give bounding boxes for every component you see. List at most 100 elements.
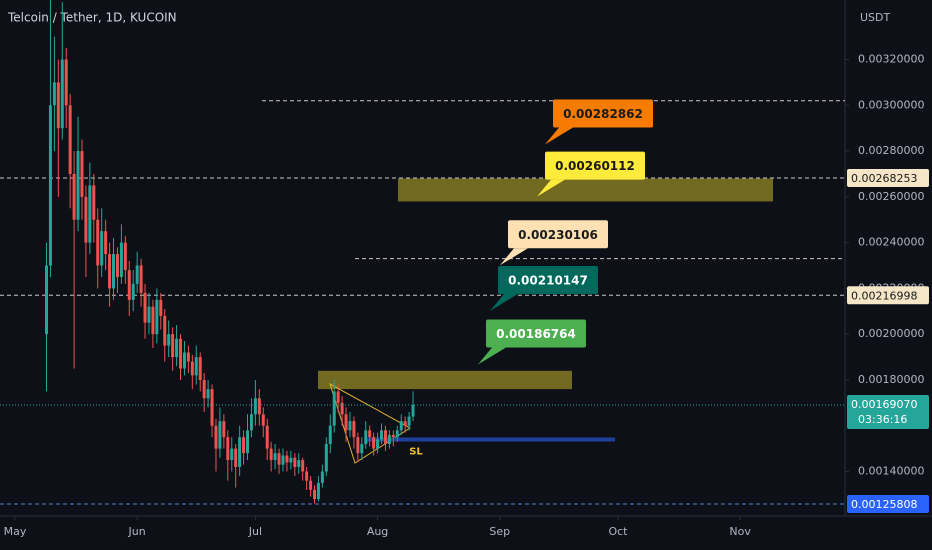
candle-body bbox=[309, 480, 313, 490]
candle-body bbox=[301, 460, 305, 472]
y-tick-label: 0.00140000 bbox=[858, 465, 924, 478]
candle-body bbox=[175, 338, 179, 358]
price-label: 0.00216998 bbox=[851, 289, 917, 302]
candle-body bbox=[407, 416, 411, 426]
candle-body bbox=[336, 391, 340, 403]
candle-body bbox=[328, 425, 332, 445]
countdown-label: 03:36:16 bbox=[858, 413, 907, 426]
candle-body bbox=[182, 352, 186, 369]
candle-body bbox=[76, 151, 80, 220]
candle-body bbox=[395, 430, 399, 438]
y-tick-label: 0.00300000 bbox=[858, 98, 924, 111]
candle-body bbox=[210, 389, 214, 426]
candle-body bbox=[320, 471, 324, 483]
candle-body bbox=[297, 460, 301, 467]
x-tick-label: Jun bbox=[128, 525, 146, 538]
candle-body bbox=[269, 448, 273, 461]
price-label-bg bbox=[847, 286, 929, 305]
candle-body bbox=[115, 254, 119, 277]
candle-body bbox=[186, 352, 190, 362]
candle-body bbox=[403, 421, 407, 426]
y-tick-label: 0.00180000 bbox=[858, 373, 924, 386]
callout-pointer bbox=[545, 127, 573, 145]
candle-body bbox=[206, 389, 210, 399]
candle-body bbox=[198, 357, 202, 380]
candle-body bbox=[123, 242, 127, 271]
callout-box bbox=[553, 99, 653, 128]
candle-body bbox=[261, 414, 265, 426]
candle-body bbox=[313, 489, 317, 499]
callout-box bbox=[498, 265, 598, 294]
candle-body bbox=[332, 391, 336, 426]
y-tick-label: 0.00280000 bbox=[858, 144, 924, 157]
candle-body bbox=[383, 430, 387, 445]
callout-box bbox=[508, 220, 608, 249]
candle-body bbox=[171, 334, 175, 358]
callout-pointer bbox=[490, 293, 518, 311]
chart-title: Telcoin / Tether, 1D, KUCOIN bbox=[7, 11, 177, 25]
callout-label: 0.00210147 bbox=[508, 273, 588, 287]
candle-body bbox=[281, 455, 285, 465]
candle-body bbox=[119, 242, 123, 277]
x-tick-label: Aug bbox=[367, 525, 388, 538]
candle-body bbox=[92, 185, 96, 220]
candle-body bbox=[68, 105, 72, 174]
price-label-bg bbox=[847, 168, 929, 187]
candle-body bbox=[257, 398, 261, 415]
callout-label: 0.00186764 bbox=[496, 327, 576, 341]
x-tick-label: Jul bbox=[248, 525, 262, 538]
candle-body bbox=[127, 270, 131, 300]
candle-body bbox=[84, 196, 88, 243]
y-tick-label: 0.00200000 bbox=[858, 327, 924, 340]
candle-body bbox=[226, 437, 230, 461]
candle-body bbox=[305, 471, 309, 481]
zone bbox=[398, 178, 773, 202]
candle-body bbox=[380, 430, 384, 440]
candle-body bbox=[249, 414, 253, 431]
candle-body bbox=[364, 430, 368, 445]
candle-body bbox=[399, 421, 403, 431]
candle-body bbox=[135, 265, 139, 284]
candle-body bbox=[194, 357, 198, 376]
candle-body bbox=[56, 82, 60, 129]
candle-body bbox=[218, 421, 222, 449]
candle-body bbox=[246, 430, 250, 454]
callout-box bbox=[545, 151, 645, 180]
candle-body bbox=[273, 453, 277, 461]
plot: 0.00282862 0.00260112 0.00230106 0.00210147… bbox=[0, 0, 845, 505]
candle-body bbox=[222, 421, 226, 438]
candle-body bbox=[167, 334, 171, 346]
candle-body bbox=[360, 444, 364, 454]
candle-body bbox=[324, 444, 328, 472]
candle-body bbox=[104, 231, 108, 255]
candle-body bbox=[230, 448, 234, 461]
callout-label: 0.00282862 bbox=[563, 107, 643, 121]
candle-body bbox=[234, 448, 238, 467]
callout-pointer bbox=[478, 347, 506, 365]
candle-body bbox=[277, 453, 281, 465]
candle-body bbox=[45, 265, 49, 335]
candle-body bbox=[391, 434, 395, 438]
candle-body bbox=[352, 421, 356, 438]
candle-body bbox=[293, 457, 297, 467]
candle-body bbox=[253, 398, 257, 415]
y-axis-label: USDT bbox=[860, 11, 891, 24]
candle-body bbox=[112, 254, 116, 289]
candle-body bbox=[151, 306, 155, 335]
candle-body bbox=[147, 306, 151, 323]
candle-body bbox=[190, 361, 194, 376]
x-tick-label: Sep bbox=[489, 525, 510, 538]
zone bbox=[318, 370, 572, 390]
candle-body bbox=[131, 283, 135, 300]
candle-body bbox=[96, 219, 100, 266]
candle-body bbox=[387, 434, 391, 445]
candle-body bbox=[348, 421, 352, 431]
candle-body bbox=[100, 231, 104, 266]
y-tick-label: 0.00320000 bbox=[858, 53, 924, 66]
candle-body bbox=[411, 404, 415, 417]
y-tick-label: 0.00260000 bbox=[858, 190, 924, 203]
candle-body bbox=[143, 292, 147, 323]
x-tick-label: Oct bbox=[608, 525, 628, 538]
